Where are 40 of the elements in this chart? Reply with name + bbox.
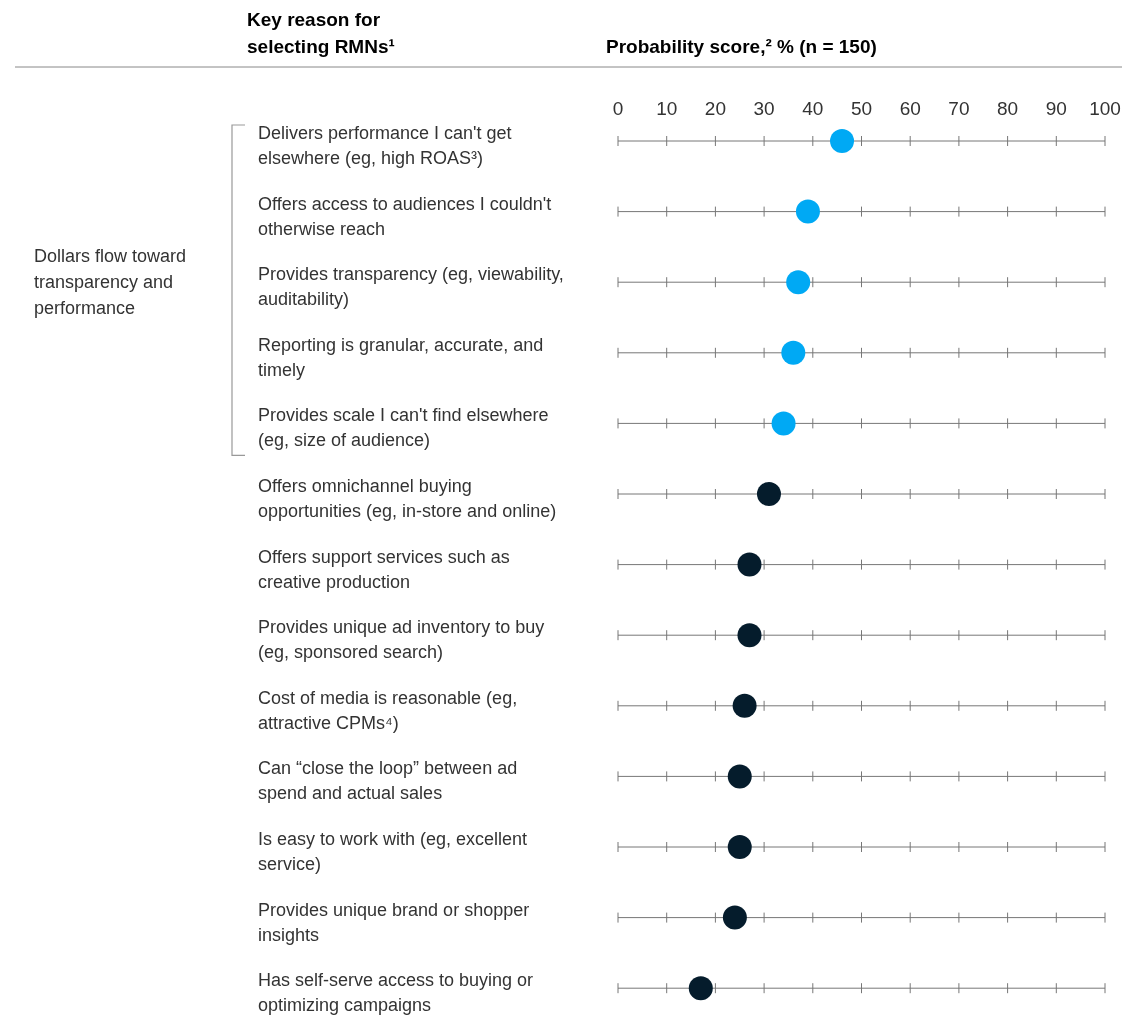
point [771,411,796,436]
x-axis-title: Probability score,² % (n = 150) [606,36,877,57]
x-tick-label: 30 [753,98,775,119]
point [737,623,762,648]
point [727,835,752,859]
point [732,693,757,718]
y-tick-label: Provides scale I can't find elsewhere (eg, size of audience) [258,405,549,451]
point [781,340,806,365]
y-tick-label: Provides transparency (eg, viewability, auditability) [258,264,564,310]
y-tick-label: Reporting is granular, accurate, and timely [258,334,544,380]
x-tick-label: 20 [704,98,726,119]
y-axis-title: Key reason for selecting RMNs¹ [247,9,395,57]
point [727,764,752,789]
y-tick-label: Has self-serve access to buying or optimizing campaigns [258,970,534,1016]
x-tick-label: 40 [802,98,824,119]
y-tick-label: Is easy to work with (eg, excellent service) [258,829,528,874]
y-tick-label: Provides unique brand or shopper insights [258,899,530,945]
x-tick-label: 70 [948,98,970,119]
x-tick-label: 60 [899,98,921,119]
x-tick-label: 0 [612,98,624,119]
y-tick-label: Offers access to audiences I couldn't otherwise reach [258,193,552,239]
x-tick-label: 50 [850,98,873,119]
y-tick-label: Cost of media is reasonable (eg, attractive CPMs⁴) [258,687,518,733]
x-tick-label: 10 [656,98,678,119]
point [830,129,855,153]
text: Dollars flow toward transparency and performance [34,246,187,319]
point [737,552,762,577]
y-tick-label: Offers support services such as creative production [258,546,510,592]
y-tick-label: Provides unique ad inventory to buy (eg, sponsored search) [258,617,545,663]
point [722,905,747,930]
y-tick-label: Delivers performance I can't get elsewhere (eg, high ROAS³) [258,123,512,168]
y-tick-label: Can “close the loop” between ad spend and actual sales [258,758,518,804]
x-tick-label: 100 [1089,98,1121,119]
x-tick-label: 80 [997,98,1019,119]
x-tick-label: 90 [1045,98,1067,119]
point [786,270,811,295]
point [756,482,781,506]
point [688,976,713,1001]
y-tick-label: Offers omnichannel buying opportunities (eg, in-store and online) [258,476,557,521]
point [795,199,820,224]
